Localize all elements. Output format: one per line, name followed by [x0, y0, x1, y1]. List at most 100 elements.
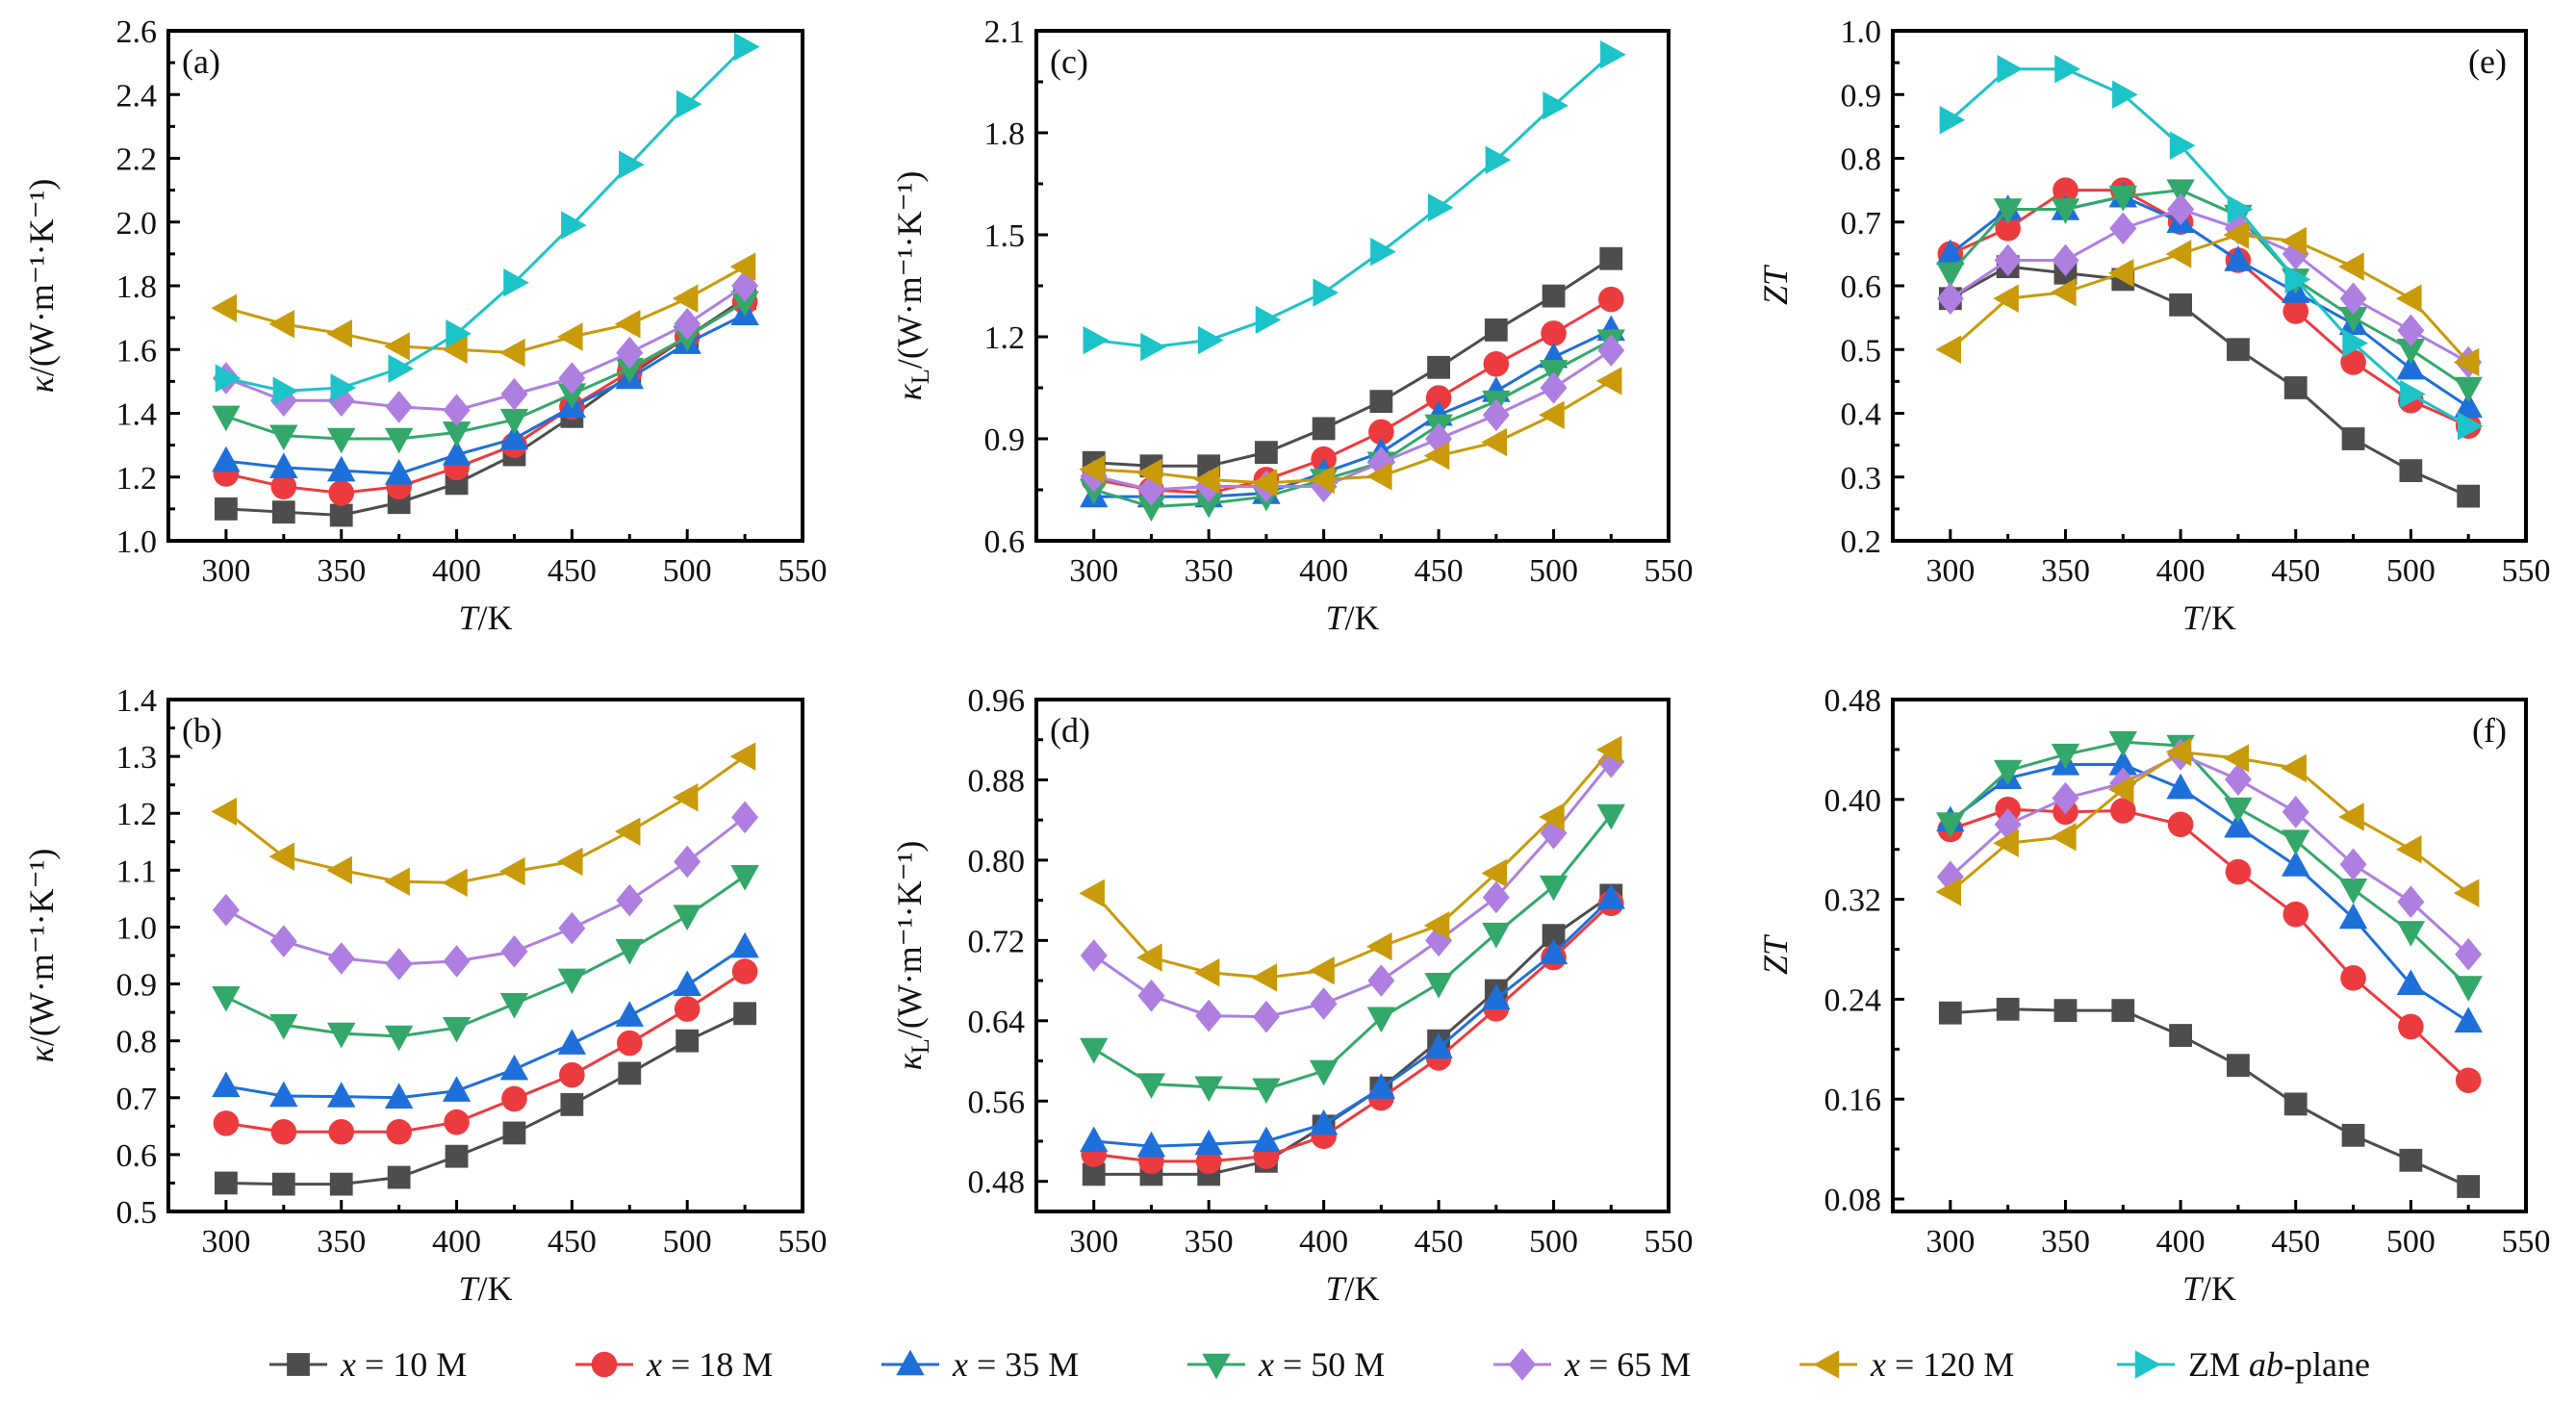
series-line-x10 [1093, 257, 1613, 468]
series-line-x10 [225, 297, 746, 518]
series-line-x120 [1949, 750, 2470, 895]
data-point-x120 [211, 293, 238, 322]
x-axis-title: T/K [1325, 1269, 1379, 1308]
data-point-x65 [731, 801, 759, 834]
data-point-x65 [558, 911, 586, 945]
series-line-x50 [1093, 339, 1612, 509]
data-point-x18 [213, 1110, 240, 1136]
y-tick-label: 2.6 [116, 14, 158, 50]
data-point-x35 [615, 1001, 644, 1027]
series-line-x35 [225, 313, 746, 475]
plot-frame [1891, 29, 2528, 543]
legend-marker-square [287, 1353, 310, 1376]
data-point-x120 [2051, 277, 2077, 307]
data-point-x120 [326, 855, 352, 885]
data-point-x35 [212, 446, 241, 472]
data-point-x10 [329, 503, 353, 527]
data-point-x120 [1365, 462, 1392, 491]
data-point-x120 [2107, 775, 2134, 804]
x-tick-label: 300 [201, 553, 250, 589]
y-tick-label: 0.6 [116, 1138, 158, 1174]
series-zm [1939, 55, 2484, 441]
series-line-x120 [225, 265, 746, 355]
legend-label: x = 35 M [952, 1345, 1079, 1384]
data-point-x35 [1596, 883, 1625, 909]
data-point-x50 [2338, 879, 2368, 905]
data-point-x65 [2224, 763, 2252, 796]
data-point-zm [1313, 278, 1339, 307]
data-point-x10 [2283, 1092, 2308, 1116]
data-point-x65 [674, 307, 701, 341]
legend-item-x50: x = 50 M [1187, 1345, 1385, 1384]
data-point-x10 [1312, 417, 1336, 441]
data-point-x50 [2338, 306, 2368, 333]
data-point-x18 [731, 958, 758, 984]
data-point-x10 [1369, 390, 1393, 414]
data-point-x120 [326, 319, 352, 348]
data-point-x120 [1935, 335, 1962, 364]
series-x10 [1082, 883, 1623, 1186]
series-x65 [212, 269, 759, 426]
data-point-zm [1370, 237, 1396, 267]
data-point-x10 [2341, 1123, 2365, 1147]
y-tick-label: 0.80 [968, 844, 1026, 879]
data-point-x35 [1252, 1126, 1281, 1153]
data-point-x50 [1539, 875, 1569, 902]
data-point-x120 [1539, 803, 1565, 831]
legend-marker-circle [591, 1351, 618, 1378]
series-zm [1083, 40, 1626, 362]
data-point-x35 [2338, 903, 2368, 930]
data-point-x120 [2223, 220, 2250, 249]
data-point-x65 [1367, 964, 1395, 997]
x-tick-label: 450 [548, 1224, 597, 1260]
data-point-x120 [2453, 347, 2480, 377]
data-point-x50 [327, 1022, 356, 1049]
data-point-x65 [674, 845, 701, 879]
data-point-x35 [384, 459, 414, 485]
y-tick-label: 0.8 [116, 1025, 158, 1060]
data-point-x35 [1309, 1109, 1339, 1135]
chart-panel-d: 300 350 400 450 500 550 0.48 0.56 0.64 0.72 0.80 0.… [890, 683, 1694, 1308]
x-tick-label: 300 [1069, 1224, 1118, 1260]
x-tick-label: 500 [663, 553, 712, 589]
y-tick-label: 0.88 [968, 763, 1026, 799]
data-point-x50 [269, 1013, 298, 1040]
data-point-x65 [616, 336, 644, 370]
series-x120 [211, 742, 756, 898]
data-point-x50 [2166, 179, 2195, 206]
data-point-x120 [1136, 458, 1162, 488]
data-point-x50 [1136, 1073, 1166, 1099]
y-tick-label: 0.4 [1841, 397, 1882, 433]
data-point-x35 [327, 1082, 356, 1108]
x-tick-label: 350 [1185, 553, 1234, 589]
series-line-x18 [1093, 902, 1613, 1163]
data-point-x50 [2454, 376, 2483, 403]
data-point-x50 [2051, 198, 2080, 224]
x-tick-label: 300 [1926, 1224, 1975, 1260]
data-point-x18 [444, 1109, 470, 1135]
series-x65 [212, 801, 759, 981]
data-point-x65 [1195, 999, 1223, 1032]
data-point-zm [330, 373, 357, 402]
data-point-x50 [557, 968, 587, 995]
data-point-x10 [2053, 999, 2078, 1022]
data-point-x18 [2398, 1013, 2424, 1040]
y-tick-label: 0.6 [984, 524, 1026, 560]
data-point-x65 [1482, 880, 1510, 914]
y-tick-label: 0.40 [1824, 783, 1882, 819]
data-point-x35 [2454, 1007, 2483, 1032]
x-axis-title: T/K [1325, 599, 1379, 637]
data-point-x120 [499, 338, 525, 368]
data-point-x35 [2166, 773, 2195, 800]
x-tick-label: 350 [317, 553, 366, 589]
legend-item-x120: x = 120 M [1799, 1345, 2014, 1384]
series-line-zm [1949, 67, 2469, 428]
data-point-x65 [500, 935, 528, 968]
y-axis-title: κ/(W·m⁻¹·K⁻¹) [22, 849, 61, 1063]
data-point-zm [2169, 131, 2196, 160]
data-point-x10 [733, 1002, 756, 1026]
y-tick-label: 0.2 [1841, 524, 1882, 560]
data-point-x65 [2339, 848, 2367, 881]
x-tick-label: 300 [1069, 553, 1118, 589]
y-tick-label: 0.48 [1824, 683, 1882, 719]
